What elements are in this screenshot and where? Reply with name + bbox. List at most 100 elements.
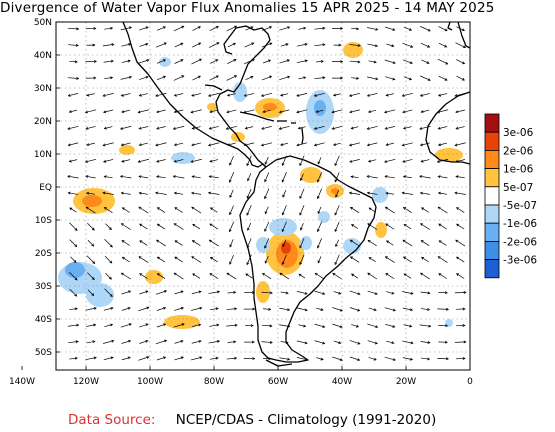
wind-vector [402, 256, 412, 263]
wind-vector [385, 323, 396, 328]
wind-vector [385, 76, 396, 81]
legend-color-swatch [484, 149, 500, 169]
wind-vector [314, 323, 326, 328]
wind-vector [455, 159, 465, 163]
wind-vector [229, 239, 234, 248]
negative-anomaly [86, 283, 114, 307]
wind-vector [227, 290, 237, 294]
wind-vector [172, 125, 185, 130]
longitude-label: 40W [332, 377, 352, 387]
wind-vector [438, 223, 447, 230]
lesser-antilles-coastline [301, 127, 304, 145]
wind-vector [228, 221, 235, 233]
wind-vector [191, 175, 201, 179]
wind-vector [420, 357, 431, 361]
longitude-label: 20W [396, 377, 416, 387]
wind-vector [227, 59, 237, 65]
wind-vector [349, 340, 361, 345]
wind-vector [174, 290, 184, 295]
wind-vector [104, 26, 114, 30]
wind-vector [402, 159, 413, 163]
wind-vector [227, 340, 237, 344]
wind-vector [333, 43, 342, 47]
wind-vector [173, 75, 185, 81]
wind-vector [103, 159, 114, 163]
wind-vector [316, 307, 324, 311]
wind-vector [421, 256, 429, 263]
wind-vector [349, 159, 360, 163]
positive-anomaly [119, 145, 135, 155]
wind-vector [261, 324, 273, 328]
wind-vector [367, 272, 378, 280]
wind-vector [261, 272, 272, 280]
wind-vector [174, 59, 184, 64]
legend-color-swatch [484, 113, 500, 133]
wind-vector [314, 76, 326, 80]
wind-vector [138, 356, 150, 361]
wind-vector [349, 290, 361, 296]
wind-vector [121, 290, 132, 295]
wind-vector [156, 223, 166, 230]
wind-vector [300, 223, 304, 231]
wind-vector [139, 240, 148, 246]
wind-vector [316, 59, 324, 63]
wind-vector [69, 207, 77, 213]
negative-anomaly [372, 187, 388, 203]
wind-vector [314, 272, 325, 280]
wind-vector [85, 76, 97, 80]
wind-vector [103, 59, 114, 63]
wind-vector [455, 126, 465, 130]
wind-vector [226, 75, 238, 81]
wind-vector [420, 291, 431, 295]
wind-vector [279, 324, 291, 328]
wind-vector [402, 207, 412, 214]
wind-vector [456, 75, 465, 81]
wind-vector [243, 109, 255, 114]
wind-vector [192, 75, 201, 81]
wind-vector [103, 356, 114, 361]
wind-vector [278, 109, 290, 114]
wind-vector [296, 59, 308, 64]
wind-vector [155, 42, 167, 48]
wind-vector [139, 339, 149, 344]
anomaly-patches [58, 42, 463, 329]
wind-vector [280, 291, 289, 295]
wind-vector [279, 26, 291, 31]
wind-vector [173, 159, 184, 163]
wind-vector [334, 254, 340, 266]
wind-vector [156, 159, 166, 163]
wind-vector [139, 323, 149, 328]
south-america-coastline [239, 155, 377, 363]
wind-vector [350, 126, 359, 130]
wind-vector [173, 223, 184, 230]
legend-label: -1e-06 [503, 218, 537, 230]
wind-vector [279, 357, 291, 361]
wind-vector [349, 206, 360, 214]
wind-vector [68, 109, 78, 113]
wind-vector [384, 256, 395, 263]
wind-vector [332, 27, 344, 31]
wind-vector [70, 256, 77, 263]
wind-vector [120, 26, 133, 31]
wind-vector [207, 142, 220, 147]
wind-vector [438, 340, 448, 344]
wind-vector [86, 340, 96, 344]
wind-vector [349, 307, 361, 312]
wind-vector [103, 339, 115, 344]
wind-vector [314, 340, 326, 345]
wind-vector [402, 239, 413, 247]
africa-coastline [425, 91, 471, 165]
wind-vector [349, 60, 361, 64]
wind-vector [402, 307, 414, 312]
wind-vector [419, 272, 430, 280]
wind-vector [209, 26, 219, 32]
legend-color-swatch [484, 168, 500, 188]
wind-vector [385, 273, 395, 280]
positive-anomaly [435, 148, 463, 162]
wind-vector [102, 191, 114, 195]
wind-vector [229, 254, 234, 265]
wind-vector [156, 207, 166, 213]
wind-vector [120, 272, 131, 280]
wind-vector [261, 42, 273, 48]
wind-vector [455, 207, 465, 213]
